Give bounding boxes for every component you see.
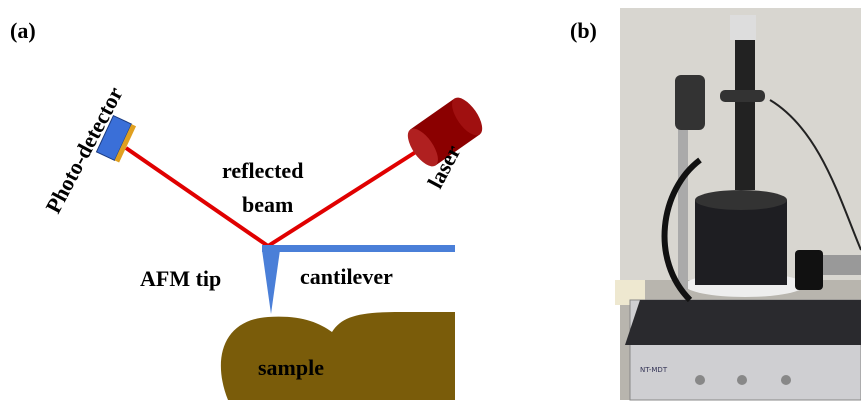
panel-label: (a)	[10, 18, 36, 43]
panel-a: (a) Photo-detector laser reflected beam …	[10, 18, 488, 400]
afm-tip	[262, 250, 280, 314]
cantilever	[262, 245, 455, 252]
cantilever-label: cantilever	[300, 264, 393, 289]
panel-label: (b)	[570, 18, 597, 43]
beam-label: beam	[242, 192, 293, 217]
sample-label: sample	[258, 355, 324, 380]
tip-label: AFM tip	[140, 266, 221, 291]
brand: NT-MDT	[640, 366, 668, 374]
panel-b: (b) NT-MDT	[570, 8, 861, 400]
sample	[221, 312, 455, 400]
figure: (a) Photo-detector laser reflected beam …	[0, 0, 861, 405]
beam-label: reflected	[222, 158, 303, 183]
